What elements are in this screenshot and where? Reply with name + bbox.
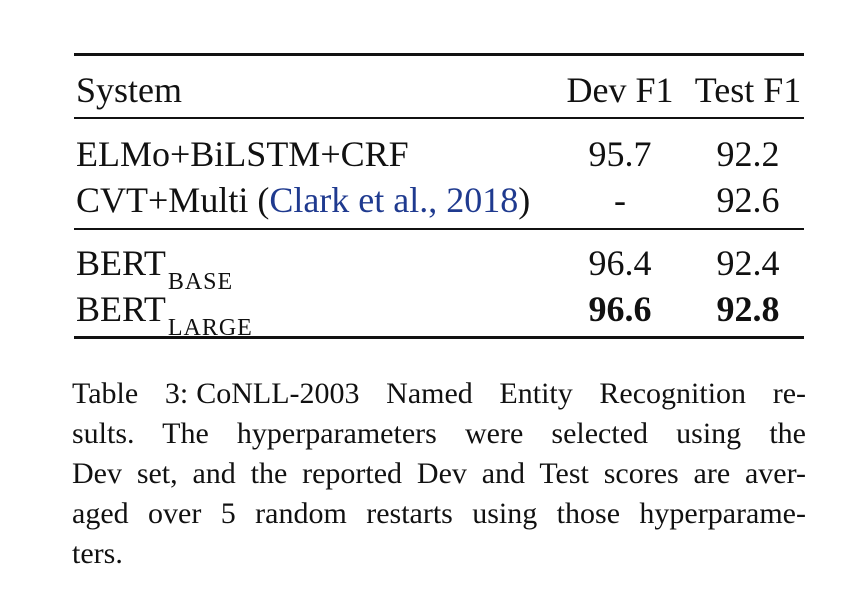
table-group-rule: [74, 228, 804, 230]
row-bert-large-subscript: LARGE: [167, 315, 253, 341]
caption-line: Dev set, and the reported Dev and Test s…: [72, 457, 806, 490]
header-test-f1: Test F1: [694, 70, 802, 110]
header-dev-f1: Dev F1: [566, 70, 674, 110]
table-header-rule: [74, 117, 804, 119]
table-bottom-rule: [74, 336, 804, 339]
caption-line: aged over 5 random restarts using those …: [72, 497, 806, 530]
row-bert-base-test: 92.4: [716, 243, 780, 283]
row-elmo-test: 92.2: [716, 134, 780, 174]
row-bert-base-name: BERT: [76, 243, 166, 283]
row-bert-base-dev: 96.4: [588, 243, 652, 283]
row-cvt-suffix: ): [518, 180, 531, 220]
caption-line: sults. The hyperparameters were selected…: [72, 417, 806, 450]
clark-citation-link[interactable]: Clark et al., 2018: [269, 180, 519, 220]
row-cvt-dev: -: [614, 180, 626, 220]
row-bert-large-system: BERTLARGE: [76, 289, 253, 340]
row-bert-large-test: 92.8: [716, 289, 780, 329]
table-caption: Table 3: CoNLL-2003 Named Entity Recognit…: [72, 374, 806, 574]
caption-line: ters.: [72, 537, 123, 570]
row-cvt-prefix: CVT+Multi (: [76, 180, 270, 220]
caption-line: Table 3: CoNLL-2003 Named Entity Recognit…: [72, 374, 806, 414]
row-cvt-test: 92.6: [716, 180, 780, 220]
caption-line-text: CoNLL-2003 Named Entity Recognition re-: [196, 377, 807, 410]
row-bert-large-name: BERT: [76, 289, 166, 329]
row-bert-base-system: BERTBASE: [76, 243, 233, 294]
row-bert-large-dev: 96.6: [588, 289, 652, 329]
row-bert-base-subscript: BASE: [167, 269, 234, 295]
caption-label: Table 3:: [72, 377, 189, 410]
row-elmo-system: ELMo+BiLSTM+CRF: [76, 134, 409, 174]
header-system: System: [76, 70, 183, 110]
table-top-rule: [74, 53, 804, 56]
row-cvt-system: CVT+Multi (Clark et al., 2018): [76, 182, 530, 218]
row-elmo-dev: 95.7: [588, 134, 652, 174]
